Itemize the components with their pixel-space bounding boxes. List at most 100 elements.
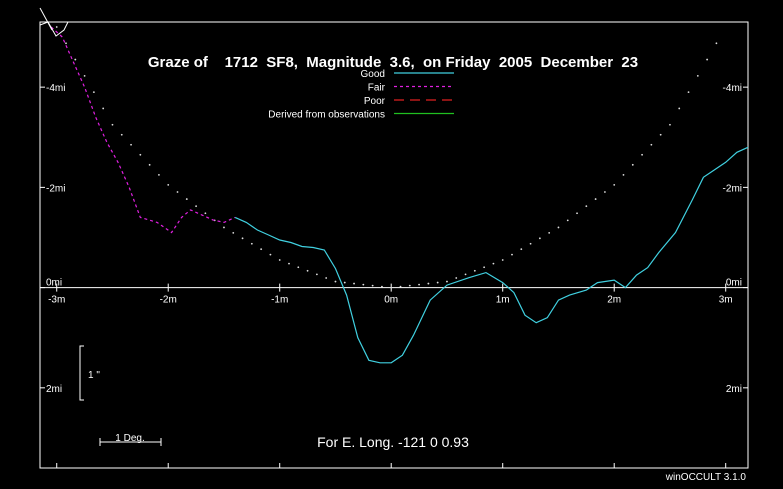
limb-dot (659, 133, 662, 136)
limb-dot (566, 219, 569, 222)
limb-dot (288, 262, 290, 265)
limb-dot (269, 253, 272, 256)
limb-dot (696, 74, 699, 77)
limb-dot (650, 143, 653, 146)
limb-dot (371, 284, 374, 287)
vertical-scale-label: 1 " (88, 370, 100, 381)
limb-dot (148, 163, 151, 166)
y-tick-label-right: 0mi (726, 278, 742, 289)
limb-dot (260, 248, 263, 251)
limb-dot (529, 242, 532, 245)
horizontal-scale-label: 1 Deg. (115, 433, 144, 444)
limb-dot (74, 58, 77, 61)
y-tick-label-right: 2mi (726, 384, 742, 395)
limb-dot (436, 281, 439, 284)
footer-longitude: For E. Long. -121 0 0.93 (317, 434, 469, 450)
limb-dot (241, 237, 244, 240)
limb-dot (473, 269, 476, 272)
limb-dots (55, 26, 718, 289)
limb-dot (381, 285, 383, 288)
limb-dot (111, 123, 114, 126)
limb-dot (538, 237, 541, 240)
x-tick-label: 0m (384, 295, 398, 306)
limb-dot (130, 143, 132, 146)
y-tick-label-left: -4mi (46, 83, 65, 94)
limb-dot (715, 42, 718, 45)
limb-dot (548, 231, 551, 234)
limb-dot (232, 231, 235, 234)
limb-dot (139, 153, 142, 156)
limb-dot (204, 212, 207, 215)
limb-dot (511, 253, 513, 256)
x-tick-label: 3m (719, 295, 733, 306)
limb-dot (585, 205, 588, 208)
limb-dot (594, 198, 597, 200)
y-tick-label-left: -2mi (46, 183, 65, 194)
legend-label: Fair (368, 83, 386, 94)
limb-dot (678, 107, 681, 110)
limb-dot (446, 280, 448, 283)
version-label: winOCCULT 3.1.0 (665, 472, 747, 483)
y-tick-label-right: -2mi (723, 183, 742, 194)
limb-dot (557, 226, 560, 229)
chart-title: Graze of 1712 SF8, Magnitude 3.6, on Fri… (148, 54, 638, 71)
legend-label: Derived from observations (268, 110, 385, 121)
limb-dot (315, 273, 318, 276)
vertical-scale-bar (79, 345, 84, 401)
scale-bars (79, 345, 162, 446)
x-tick-label: -2m (160, 295, 177, 306)
x-tick-label: 2m (607, 295, 621, 306)
limb-dot (343, 281, 346, 284)
limb-dot (464, 273, 467, 276)
limb-dot (158, 173, 160, 176)
limb-dot (102, 107, 105, 110)
y-tick-label-left: 2mi (46, 384, 62, 395)
x-tick-label: -1m (271, 295, 288, 306)
limb-dot (185, 198, 188, 200)
limb-dot (520, 248, 523, 251)
y-tick-label-right: -4mi (723, 83, 742, 94)
limb-dot (455, 277, 458, 279)
limb-dot (399, 285, 402, 288)
limb-dot (306, 269, 309, 272)
limb-dot (622, 173, 625, 176)
x-tick-label: -3m (48, 295, 65, 306)
plot-border (39, 21, 749, 469)
x-tick-label: 1m (496, 295, 510, 306)
series-line-good (234, 146, 749, 364)
limb-dot (427, 282, 430, 285)
limb-dot (223, 226, 225, 229)
limb-dot (492, 262, 495, 265)
legend-label: Good (361, 69, 385, 80)
limb-dot (604, 191, 606, 193)
axis-ticks: -3m -2m -1m 0m 1m 2m 3m -4mi -2mi 0mi 2mi -4mi -2mi 0… (40, 83, 748, 468)
limb-dot (195, 205, 197, 208)
limb-dot (120, 133, 123, 136)
limb-dot (55, 26, 58, 28)
limb-dot (408, 284, 411, 287)
corner-limb (39, 21, 69, 37)
legend: Good Fair Poor Derived from observations (268, 69, 454, 121)
series-line-fair (50, 26, 236, 234)
limb-dot (362, 283, 365, 286)
limb-dot (706, 58, 709, 61)
limb-dot (167, 183, 170, 186)
horizontal-scale-bar (99, 438, 162, 446)
limb-dot (390, 286, 393, 289)
limb-dot (631, 163, 634, 166)
profile-series (39, 7, 749, 364)
limb-dot (297, 266, 300, 269)
limb-dot (278, 259, 281, 261)
limb-dot (641, 153, 643, 156)
limb-dot (353, 282, 355, 285)
limb-dot (501, 259, 504, 261)
limb-dot (176, 191, 179, 193)
limb-dot (325, 277, 328, 279)
limb-dot (250, 242, 253, 245)
limb-dot (576, 212, 578, 215)
limb-dot (334, 280, 337, 283)
limb-dot (483, 266, 486, 269)
limb-dot (65, 42, 67, 45)
plot-frame (39, 21, 749, 469)
